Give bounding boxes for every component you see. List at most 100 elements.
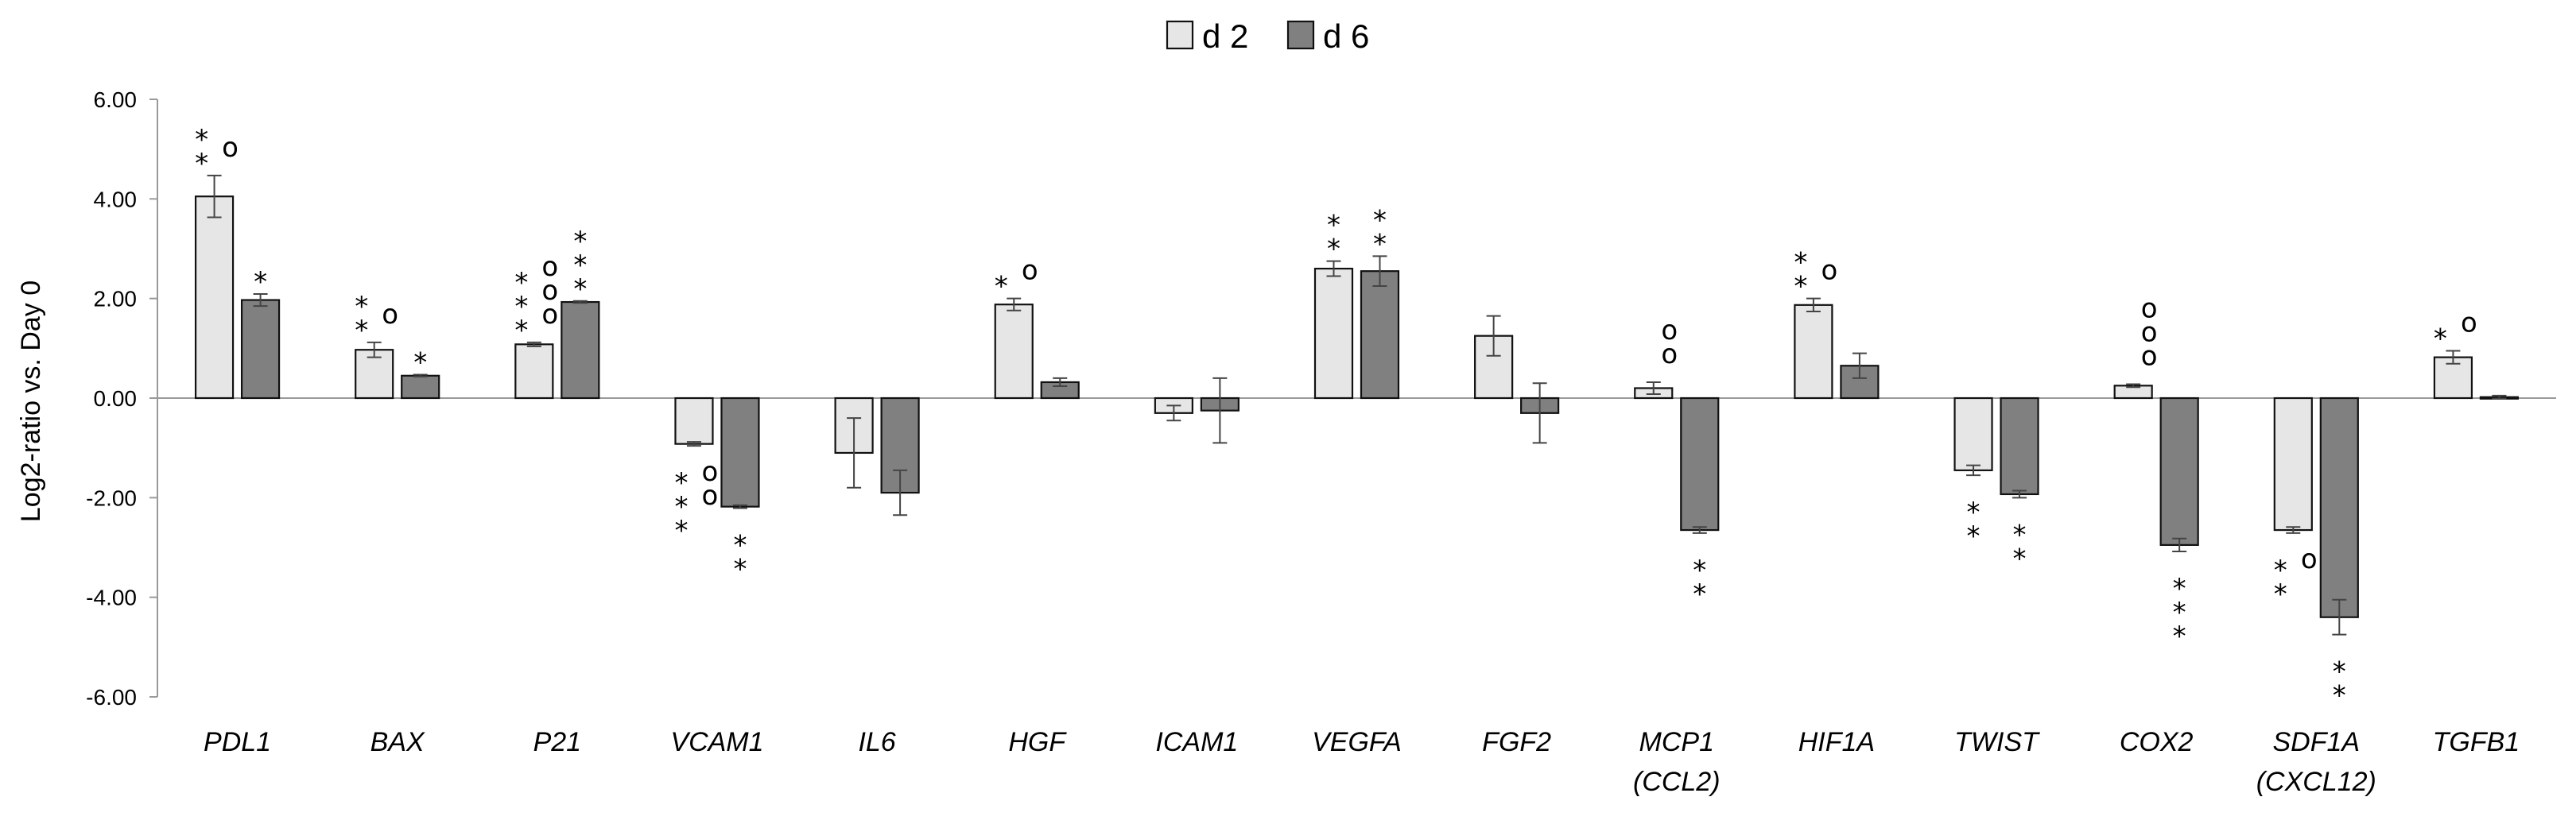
legend-label: d 6 xyxy=(1323,17,1369,55)
significance-circle: o xyxy=(702,480,719,512)
x-category-label: COX2 xyxy=(2120,727,2194,757)
significance-circle: o xyxy=(541,299,558,331)
x-category-label: PDL1 xyxy=(204,727,271,757)
significance-circle: o xyxy=(2141,340,2158,372)
significance-star: * xyxy=(995,271,1008,303)
significance-star: * xyxy=(1967,497,1980,528)
significance-circle: o xyxy=(1661,338,1678,370)
chart-legend: d 2 d 6 xyxy=(1166,17,1369,55)
y-axis-ticks: 6.00 4.00 2.00 0.00 -2.00 -4.00 -6.00 xyxy=(86,87,157,710)
significance-star: * xyxy=(2013,519,2027,551)
significance-star: * xyxy=(355,315,368,346)
significance-star: * xyxy=(1794,247,1807,279)
y-tick-label: -2.00 xyxy=(86,486,137,510)
significance-star: * xyxy=(674,467,688,499)
x-category-label: ICAM1 xyxy=(1155,727,1238,757)
significance-circle: o xyxy=(1821,255,1837,287)
bar-d6-vcam1 xyxy=(720,397,760,508)
y-tick-label: -6.00 xyxy=(86,685,137,710)
x-category-label: FGF2 xyxy=(1482,727,1551,757)
significance-star: * xyxy=(514,291,528,323)
bar-d2-vegfa xyxy=(1313,267,1354,400)
x-category-label: HIF1A xyxy=(1798,727,1875,757)
bar-d2-hgf xyxy=(994,304,1034,400)
significance-star: * xyxy=(2013,543,2027,574)
significance-star: * xyxy=(573,250,587,281)
significance-star: * xyxy=(2274,555,2287,586)
significance-star: * xyxy=(1794,271,1807,303)
y-axis-label: Log2-ratio vs. Day 0 xyxy=(16,280,46,522)
significance-circle: o xyxy=(2141,316,2158,348)
y-tick-label: 4.00 xyxy=(94,187,138,211)
significance-star: * xyxy=(733,553,747,585)
x-category-label: TGFB1 xyxy=(2433,727,2520,757)
bar-d6-bax xyxy=(401,374,440,400)
significance-star: * xyxy=(2173,573,2186,605)
x-category-label: (CXCL12) xyxy=(2256,767,2376,797)
significance-star: * xyxy=(2274,578,2287,610)
significance-star: * xyxy=(2333,656,2346,688)
significance-circle: o xyxy=(2461,307,2477,338)
significance-star: * xyxy=(1373,204,1387,236)
significance-star: * xyxy=(254,266,267,298)
significance-star: * xyxy=(195,148,208,180)
significance-star: * xyxy=(355,291,368,323)
y-tick-label: 0.00 xyxy=(94,386,138,411)
bar-d2-twist xyxy=(1953,397,1993,471)
significance-circle: o xyxy=(382,299,398,331)
significance-star: * xyxy=(1327,210,1340,242)
x-category-label: MCP1 xyxy=(1639,727,1714,757)
significance-circle: o xyxy=(2301,544,2318,575)
significance-star: * xyxy=(674,515,688,547)
significance-star: * xyxy=(733,529,747,561)
bar-d6-pdl1 xyxy=(240,299,281,400)
significance-star: * xyxy=(413,347,427,379)
x-category-label: (CCL2) xyxy=(1633,767,1721,797)
significance-circle: o xyxy=(541,251,558,283)
significance-circle: o xyxy=(702,456,719,488)
y-tick-label: 6.00 xyxy=(94,87,138,112)
significance-star: * xyxy=(1967,520,1980,552)
significance-star: * xyxy=(573,226,587,257)
y-tick-label: 2.00 xyxy=(94,287,138,311)
significance-star: * xyxy=(1693,578,1706,610)
bar-d6-vegfa xyxy=(1360,270,1400,400)
x-category-label: HGF xyxy=(1008,727,1067,757)
x-category-label: BAX xyxy=(370,727,425,757)
significance-star: * xyxy=(674,491,688,523)
legend-label: d 2 xyxy=(1202,17,1248,55)
significance-circle: o xyxy=(541,275,558,307)
x-category-label: P21 xyxy=(533,727,582,757)
x-category-label: VCAM1 xyxy=(670,727,763,757)
bar-d6-mcp1 xyxy=(1680,397,1720,532)
bar-d6-p21 xyxy=(561,300,600,400)
bar-d2-vcam1 xyxy=(674,397,714,445)
significance-star: * xyxy=(514,267,528,299)
legend-swatch xyxy=(1166,20,1194,50)
significance-star: * xyxy=(1373,228,1387,260)
bar-d2-p21 xyxy=(514,343,554,400)
significance-star: * xyxy=(1693,555,1706,586)
x-category-label: IL6 xyxy=(858,727,895,757)
significance-star: * xyxy=(573,273,587,305)
significance-circle: o xyxy=(1661,315,1678,346)
significance-circle: o xyxy=(2141,292,2158,324)
significance-star: * xyxy=(2173,597,2186,629)
significance-star: * xyxy=(2333,680,2346,712)
significance-star: * xyxy=(195,124,208,156)
bar-d2-pdl1 xyxy=(194,195,235,400)
bar-d6-twist xyxy=(2000,397,2039,496)
bar-d2-hif1a xyxy=(1794,304,1833,400)
bar-d6-cox2 xyxy=(2159,397,2199,546)
significance-circle: o xyxy=(222,132,239,164)
x-category-label: SDF1A xyxy=(2273,727,2361,757)
category-labels: PDL1 BAX P21 VCAM1 IL6 HGF ICAM1 VEGFA FGF2 MCP1 (… xyxy=(204,727,2520,797)
y-tick-label: -4.00 xyxy=(86,586,137,610)
significance-star: * xyxy=(1327,234,1340,265)
bar-d6-sdf1a xyxy=(2319,397,2359,618)
legend-swatch xyxy=(1286,20,1315,50)
significance-circle: o xyxy=(1022,255,1038,287)
significance-star: * xyxy=(514,315,528,346)
x-category-label: TWIST xyxy=(1954,727,2040,757)
